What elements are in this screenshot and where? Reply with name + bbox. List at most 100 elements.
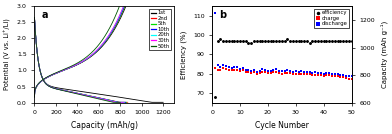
- discharge: [282, 70, 287, 72]
- efficiency: [252, 40, 256, 42]
- 10th: [116, 102, 120, 103]
- efficiency: [212, 96, 217, 98]
- charge: [254, 73, 259, 75]
- 10th: [86, 95, 91, 97]
- charge: [243, 72, 248, 73]
- charge: [227, 69, 231, 70]
- Legend: efficiency, charge, discharge: efficiency, charge, discharge: [314, 9, 349, 28]
- charge: [232, 69, 237, 70]
- charge: [310, 74, 315, 76]
- efficiency: [307, 42, 312, 44]
- charge: [335, 76, 340, 77]
- charge: [274, 71, 279, 72]
- 5th: [116, 101, 120, 103]
- 1st: [111, 95, 116, 97]
- 2nd: [32, 17, 37, 18]
- charge: [221, 67, 226, 69]
- charge: [282, 73, 287, 74]
- discharge: [330, 73, 334, 75]
- charge: [240, 69, 245, 71]
- 1st: [32, 17, 37, 18]
- charge: [246, 71, 251, 72]
- charge: [318, 74, 323, 76]
- Line: 5th: 5th: [34, 17, 127, 102]
- 30th: [32, 17, 37, 18]
- 50th: [33, 22, 37, 23]
- 20th: [86, 95, 91, 97]
- charge: [305, 73, 309, 75]
- 30th: [114, 102, 119, 103]
- Y-axis label: Potential (V vs. Li⁺/Li): Potential (V vs. Li⁺/Li): [4, 18, 11, 90]
- 20th: [32, 17, 37, 18]
- efficiency: [324, 40, 329, 42]
- discharge: [257, 70, 262, 72]
- 1st: [33, 24, 37, 26]
- efficiency: [305, 40, 309, 42]
- charge: [338, 76, 343, 78]
- 10th: [88, 95, 93, 97]
- discharge: [321, 73, 326, 74]
- efficiency: [296, 40, 301, 42]
- efficiency: [277, 40, 281, 42]
- 5th: [32, 17, 37, 18]
- 10th: [115, 101, 120, 103]
- charge: [277, 72, 281, 74]
- 1st: [149, 101, 153, 103]
- 20th: [87, 95, 92, 97]
- charge: [296, 73, 301, 75]
- discharge: [285, 69, 290, 71]
- 2nd: [88, 95, 93, 97]
- charge: [321, 75, 326, 77]
- efficiency: [313, 40, 318, 42]
- discharge: [290, 71, 295, 73]
- charge: [349, 78, 354, 79]
- discharge: [296, 71, 301, 73]
- efficiency: [229, 40, 234, 42]
- efficiency: [285, 38, 290, 40]
- efficiency: [290, 40, 295, 42]
- 2nd: [89, 95, 94, 97]
- charge: [229, 69, 234, 71]
- charge: [238, 70, 242, 72]
- efficiency: [338, 40, 343, 42]
- charge: [316, 75, 320, 76]
- 2nd: [111, 100, 115, 102]
- efficiency: [218, 38, 223, 40]
- efficiency: [327, 40, 332, 42]
- charge: [279, 73, 284, 75]
- efficiency: [335, 40, 340, 42]
- charge: [260, 71, 265, 72]
- charge: [257, 72, 262, 74]
- discharge: [252, 69, 256, 71]
- charge: [218, 69, 223, 70]
- charge: [271, 72, 276, 73]
- 20th: [122, 102, 127, 103]
- discharge: [332, 73, 337, 74]
- 2nd: [125, 102, 130, 103]
- 10th: [33, 22, 37, 24]
- discharge: [305, 71, 309, 72]
- charge: [263, 72, 267, 73]
- efficiency: [215, 40, 220, 42]
- 10th: [86, 95, 91, 96]
- efficiency: [221, 40, 226, 42]
- 1st: [150, 102, 154, 103]
- efficiency: [310, 40, 315, 42]
- 5th: [117, 102, 122, 103]
- 50th: [111, 102, 115, 103]
- 2nd: [33, 22, 37, 24]
- Text: b: b: [219, 10, 226, 20]
- Line: 1st: 1st: [34, 17, 163, 102]
- 50th: [85, 95, 89, 97]
- discharge: [240, 67, 245, 69]
- 5th: [87, 95, 91, 96]
- discharge: [254, 71, 259, 72]
- 1st: [141, 100, 145, 102]
- Line: discharge: discharge: [214, 12, 353, 78]
- 50th: [104, 100, 109, 102]
- 30th: [85, 95, 90, 96]
- Line: 2nd: 2nd: [34, 17, 128, 102]
- efficiency: [232, 40, 237, 42]
- 20th: [33, 22, 37, 23]
- 5th: [110, 100, 114, 102]
